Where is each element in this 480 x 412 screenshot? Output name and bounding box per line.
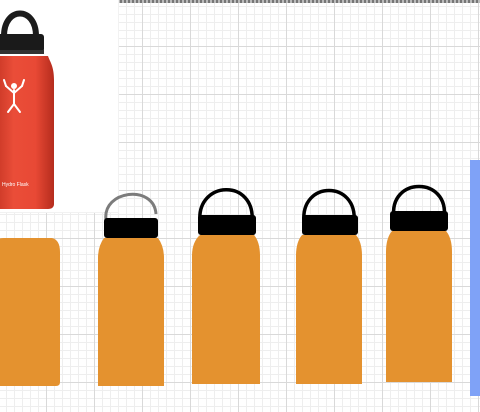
- hydro-flask-logo-icon: [3, 79, 25, 113]
- top-ruler: [0, 0, 480, 3]
- bottle-5-handle[interactable]: [392, 184, 446, 219]
- bottle-5[interactable]: [386, 184, 452, 383]
- reference-photo[interactable]: Hydro Flask: [0, 0, 118, 212]
- bottle-3-body[interactable]: [192, 235, 260, 384]
- selection-handle[interactable]: [470, 160, 480, 396]
- red-bottle-photo: Hydro Flask: [0, 10, 54, 209]
- bottle-4[interactable]: [296, 188, 362, 385]
- bottle-2[interactable]: [98, 192, 164, 386]
- photo-handle: [1, 10, 39, 37]
- bottle-2-cap[interactable]: [104, 218, 158, 238]
- photo-cap-ring: [0, 50, 44, 54]
- bottle-4-handle[interactable]: [302, 188, 356, 223]
- bottle-5-cap[interactable]: [390, 211, 448, 231]
- bottle-3[interactable]: [192, 188, 260, 384]
- bottle-2-handle[interactable]: [104, 192, 158, 221]
- bottle-4-cap[interactable]: [302, 215, 358, 235]
- bottle-4-body[interactable]: [296, 235, 362, 384]
- bottle-5-body[interactable]: [386, 231, 452, 382]
- bottle-3-handle[interactable]: [198, 188, 254, 223]
- photo-cap: [0, 34, 44, 52]
- bottle-2-body[interactable]: [98, 238, 164, 386]
- bottle-1-body[interactable]: [0, 238, 60, 386]
- photo-brand-text: Hydro Flask: [2, 182, 29, 188]
- bottle-1[interactable]: [0, 238, 60, 386]
- bottle-3-cap[interactable]: [198, 215, 256, 235]
